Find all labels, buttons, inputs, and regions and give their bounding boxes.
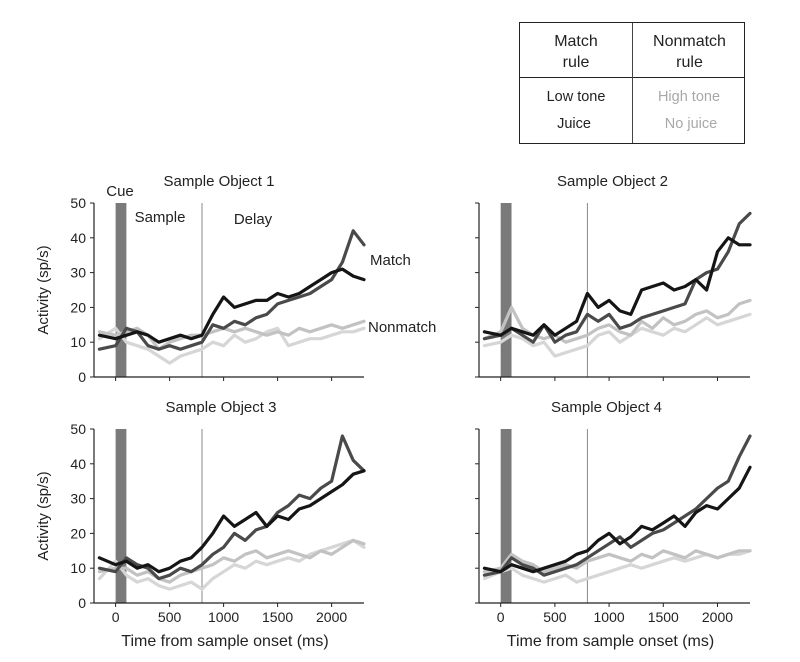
x-axis-label-3: Time from sample onset (ms) [121, 633, 328, 650]
x-tick-label-4-1500: 1500 [648, 609, 679, 625]
legend-header-match: Match rule [520, 31, 632, 73]
series-line-2-nonmatch-no-juice [482, 312, 752, 358]
series-line-4-nonmatch-high-tone [482, 549, 752, 574]
x-tick-label-3-2000: 2000 [316, 609, 347, 625]
y-tick-label-1-10: 10 [70, 334, 86, 350]
x-tick-label-4-1000: 1000 [594, 609, 625, 625]
y-tick-label-3-20: 20 [70, 525, 86, 541]
rule-legend-table: Match rule Nonmatch rule Low tone High t… [519, 22, 745, 144]
panel-title-1: Sample Object 1 [164, 173, 275, 190]
legend-header-nonmatch-line2: rule [676, 54, 703, 71]
y-axis-label-1: Activity (sp/s) [35, 245, 52, 334]
legend-header-nonmatch: Nonmatch rule [633, 31, 746, 73]
x-tick-label-3-1500: 1500 [262, 609, 293, 625]
x-tick-label-4-2000: 2000 [702, 609, 733, 625]
x-axis-label-4: Time from sample onset (ms) [507, 633, 714, 650]
x-tick-label-4-0: 0 [497, 609, 505, 625]
cue-bar-3 [115, 429, 127, 603]
series-line-2-match-low-tone [482, 211, 752, 344]
legend-nonmatch-no-juice: No juice [664, 116, 718, 132]
y-tick-label-1-40: 40 [70, 230, 86, 246]
legend-column-divider [632, 23, 633, 143]
epoch-label-cue: Cue [106, 183, 134, 200]
cue-bar-4 [500, 429, 512, 603]
x-tick-label-3-500: 500 [158, 609, 182, 625]
y-tick-label-3-40: 40 [70, 456, 86, 472]
series-line-1-match-low-tone [97, 229, 366, 351]
epoch-label-delay: Delay [234, 211, 273, 228]
series-line-4-match-juice [482, 465, 752, 574]
epoch-label-sample: Sample [135, 209, 186, 226]
series-line-4-match-low-tone [482, 434, 752, 577]
legend-header-match-line2: rule [562, 54, 590, 71]
y-axis-label-3: Activity (sp/s) [35, 471, 52, 560]
y-tick-label-3-30: 30 [70, 491, 86, 507]
y-tick-label-3-10: 10 [70, 560, 86, 576]
panel-title-3: Sample Object 3 [166, 399, 277, 416]
x-tick-label-4-500: 500 [543, 609, 567, 625]
panel-title-4: Sample Object 4 [551, 399, 662, 416]
legend-match-juice: Juice [557, 116, 591, 132]
y-tick-label-1-30: 30 [70, 265, 86, 281]
legend-nonmatch-high-tone: High tone [657, 89, 721, 105]
y-tick-label-3-50: 50 [70, 421, 86, 437]
series-line-3-match-juice [97, 469, 366, 574]
legend-match-low-tone: Low tone [546, 89, 606, 105]
series-line-3-match-low-tone [97, 434, 366, 581]
y-tick-label-1-50: 50 [70, 195, 86, 211]
series-line-3-nonmatch-high-tone [97, 538, 366, 584]
series-line-1-nonmatch-no-juice [97, 326, 366, 365]
x-tick-label-3-0: 0 [112, 609, 120, 625]
y-tick-label-1-0: 0 [78, 369, 86, 385]
y-tick-label-1-20: 20 [70, 299, 86, 315]
series-label-nonmatch: Nonmatch [368, 319, 436, 336]
series-line-2-match-juice [482, 236, 752, 337]
cue-bar-2 [500, 203, 512, 377]
x-tick-label-3-1000: 1000 [208, 609, 239, 625]
y-tick-label-3-0: 0 [78, 595, 86, 611]
cue-bar-1 [115, 203, 127, 377]
legend-header-nonmatch-line1: Nonmatch [653, 33, 726, 50]
series-label-match: Match [370, 252, 411, 269]
panel-title-2: Sample Object 2 [557, 173, 668, 190]
series-line-1-match-juice [97, 267, 366, 344]
legend-header-match-line1: Match [554, 33, 598, 50]
